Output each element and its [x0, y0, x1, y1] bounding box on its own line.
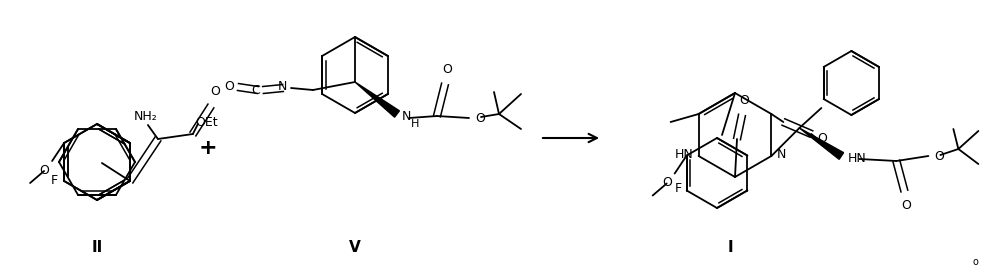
Text: N: N	[278, 81, 287, 93]
Text: O: O	[901, 199, 911, 212]
Text: N: N	[402, 109, 411, 123]
Text: NH₂: NH₂	[134, 110, 158, 123]
Text: I: I	[727, 241, 733, 256]
Text: O: O	[210, 85, 220, 98]
Text: O: O	[934, 150, 944, 162]
Text: HN: HN	[675, 147, 694, 161]
Text: O: O	[475, 111, 485, 124]
Text: +: +	[199, 138, 217, 158]
Text: V: V	[349, 241, 361, 256]
Text: o: o	[972, 257, 978, 267]
Text: O: O	[442, 63, 452, 76]
Polygon shape	[799, 128, 844, 159]
Text: H: H	[411, 119, 419, 129]
Text: O: O	[662, 177, 672, 189]
Text: II: II	[91, 241, 103, 256]
Text: O: O	[739, 94, 749, 107]
Text: O: O	[224, 81, 234, 93]
Text: F: F	[675, 182, 682, 195]
Text: OEt: OEt	[195, 115, 218, 129]
Text: HN: HN	[847, 152, 866, 165]
Text: O: O	[39, 164, 49, 177]
Polygon shape	[355, 82, 399, 117]
Text: C: C	[251, 84, 260, 96]
Text: F: F	[51, 174, 58, 186]
Text: N: N	[776, 147, 786, 161]
Text: O: O	[817, 132, 827, 144]
